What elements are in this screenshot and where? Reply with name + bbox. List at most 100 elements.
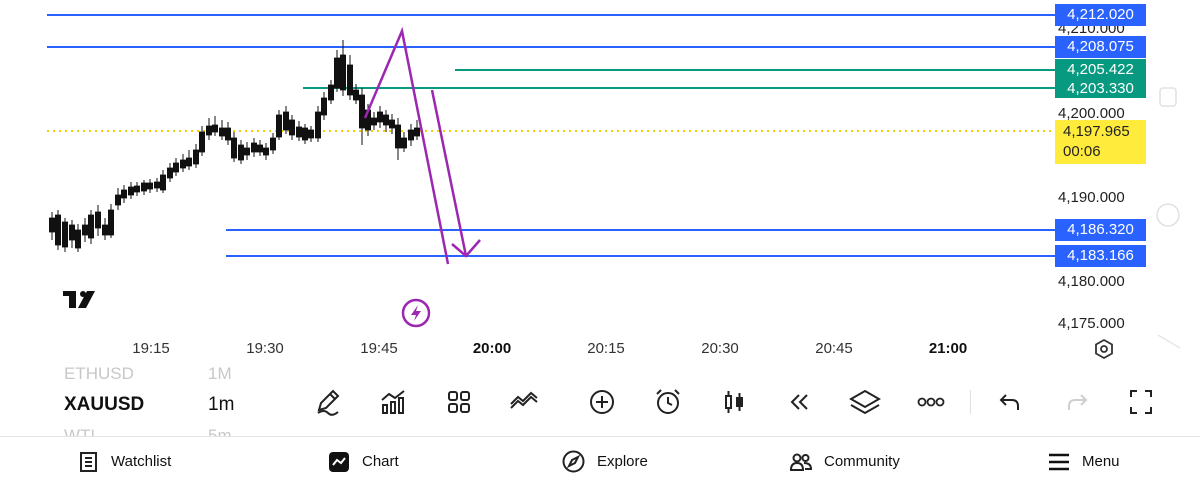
symbol-picker-next[interactable]: WTI [64, 426, 95, 436]
community-icon [790, 453, 812, 471]
candle-body [333, 57, 340, 89]
candle-body [262, 147, 269, 156]
candle-body [275, 114, 282, 138]
candle-body [140, 182, 147, 192]
replay-rewind-icon[interactable] [782, 385, 816, 419]
price-tag-level[interactable]: 4,186.320 [1055, 219, 1146, 241]
nav-watchlist-label: Watchlist [111, 453, 172, 470]
price-tick: 4,175.000 [1058, 315, 1125, 332]
candle-body [394, 124, 401, 149]
candle-body [250, 142, 257, 153]
nav-watchlist[interactable]: Watchlist [79, 437, 171, 486]
side-handle-circle[interactable] [1156, 203, 1180, 227]
bar-countdown: 00:06 [1063, 143, 1101, 160]
chart-icon [329, 451, 349, 472]
candle-body [314, 111, 321, 139]
candle-body [243, 147, 250, 156]
candle-body [55, 214, 62, 246]
candle-body [185, 157, 192, 167]
price-tick: 4,180.000 [1058, 273, 1125, 290]
compass-icon [562, 450, 585, 473]
drawing-zigzag[interactable] [363, 26, 450, 265]
indicators-icon[interactable] [376, 385, 410, 419]
candle-body [159, 174, 166, 191]
side-handle-slash [1157, 334, 1181, 349]
candle-body [49, 217, 56, 233]
candlestick-icon[interactable] [717, 385, 751, 419]
price-tag-level[interactable]: 4,212.020 [1055, 4, 1146, 26]
nav-explore-label: Explore [597, 453, 648, 470]
lightning-icon[interactable] [401, 298, 431, 328]
time-tick: 19:45 [360, 340, 398, 357]
candle-body [382, 114, 389, 126]
interval-picker[interactable]: 1m [208, 394, 235, 415]
time-tick: 20:15 [587, 340, 625, 357]
time-tick: 20:30 [701, 340, 739, 357]
candle-body [376, 111, 383, 123]
candle-body [192, 149, 199, 165]
candle-body [327, 84, 334, 101]
candle-body [352, 89, 359, 101]
current-price-tag: 4,197.965 00:06 [1055, 120, 1146, 164]
current-price-value: 4,197.965 [1063, 123, 1130, 140]
redo-icon[interactable] [1060, 385, 1094, 419]
candle-body [205, 125, 212, 136]
nav-chart[interactable]: Chart [328, 437, 399, 486]
candle-body [256, 144, 263, 153]
candle-body [301, 127, 308, 141]
interval-prev[interactable]: 1M [208, 364, 232, 383]
candle-body [400, 137, 407, 149]
interval-next[interactable]: 5m [208, 426, 232, 436]
candle-body [307, 129, 314, 139]
candle-body [198, 131, 205, 153]
watchlist-icon [80, 451, 97, 472]
more-dots-icon[interactable] [914, 385, 948, 419]
price-tag-level[interactable]: 4,203.330 [1055, 79, 1146, 98]
alarm-clock-icon[interactable] [651, 385, 685, 419]
toolbar-divider [970, 390, 971, 414]
drawing-arrow-line[interactable] [430, 89, 468, 257]
settings-icon[interactable] [1095, 338, 1113, 360]
candle-body [127, 186, 134, 196]
price-tag-level[interactable]: 4,208.075 [1055, 36, 1146, 58]
undo-icon[interactable] [993, 385, 1027, 419]
time-tick: 19:15 [132, 340, 170, 357]
candle-body [166, 167, 173, 179]
draw-pencil-icon[interactable] [311, 385, 345, 419]
chart-area[interactable]: 4,210.000 4,200.000 4,190.000 4,180.000 … [0, 0, 1200, 370]
candle-body [295, 126, 302, 138]
price-tag-level[interactable]: 4,205.422 [1055, 59, 1146, 81]
candle-body [358, 94, 365, 129]
layouts-grid-icon[interactable] [442, 385, 476, 419]
candle-body [370, 117, 377, 126]
time-tick: 20:45 [815, 340, 853, 357]
candle-body [413, 127, 420, 137]
side-handle-top[interactable] [1159, 87, 1177, 107]
fullscreen-icon[interactable] [1124, 385, 1158, 419]
add-plus-circle-icon[interactable] [585, 385, 619, 419]
candle-body [211, 124, 218, 133]
nav-community[interactable]: Community [790, 437, 900, 486]
symbol-picker-prev[interactable]: ETHUSD [64, 364, 134, 383]
price-tick: 4,190.000 [1058, 189, 1125, 206]
chart-canvas[interactable] [0, 0, 1200, 370]
compare-icon[interactable] [507, 385, 541, 419]
candle-body [153, 181, 160, 189]
candle-body [69, 224, 76, 241]
layers-icon[interactable] [848, 385, 882, 419]
candle-body [407, 129, 414, 141]
nav-chart-label: Chart [362, 453, 399, 470]
nav-explore[interactable]: Explore [562, 437, 648, 486]
hamburger-menu-icon [1049, 453, 1069, 470]
nav-menu[interactable]: Menu [1048, 437, 1120, 486]
candle-body [102, 224, 109, 236]
candle-body [108, 209, 115, 236]
tradingview-logo [63, 291, 95, 308]
symbol-picker[interactable]: XAUUSD [64, 394, 145, 415]
candles [49, 40, 420, 252]
candle-body [82, 224, 89, 236]
price-tag-level[interactable]: 4,183.166 [1055, 245, 1146, 267]
candle-body [288, 119, 295, 136]
candle-body [269, 137, 276, 151]
candle-body [88, 214, 95, 239]
